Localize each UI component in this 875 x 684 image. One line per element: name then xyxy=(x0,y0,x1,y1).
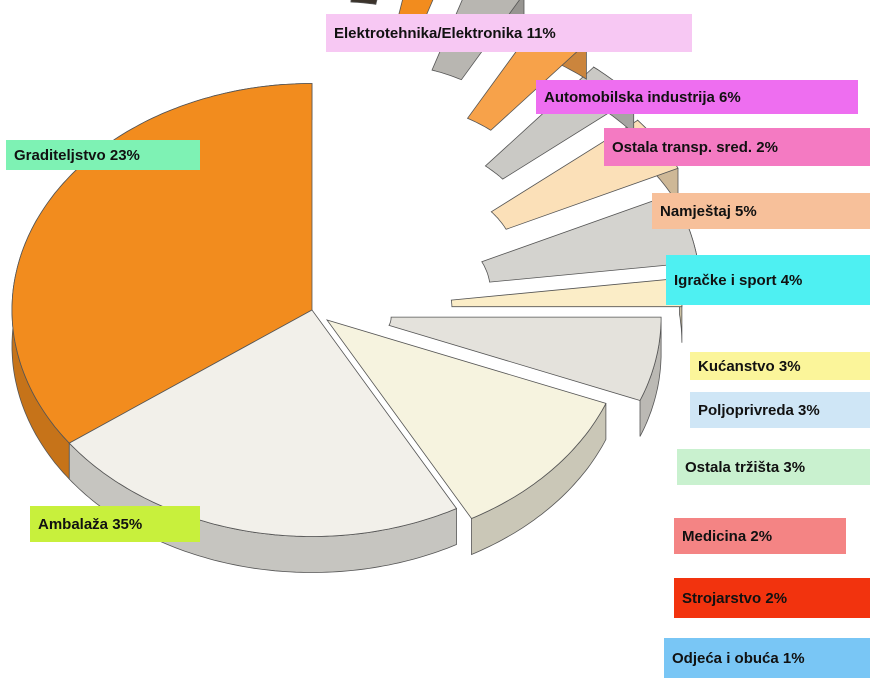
slice-label: Graditeljstvo 23% xyxy=(6,140,200,170)
slice-label-box xyxy=(30,506,200,542)
slice-label-text: Ostala transp. sred. 2% xyxy=(612,139,778,156)
slice-label-text: Odjeća i obuća 1% xyxy=(672,650,805,667)
slice-label: Automobilska industrija 6% xyxy=(536,80,858,114)
slice-label-box xyxy=(690,392,870,428)
slice-label-box xyxy=(326,14,692,52)
slice-label-box xyxy=(652,193,870,229)
slice-label-box xyxy=(604,128,870,166)
slice-label-text: Medicina 2% xyxy=(682,528,772,545)
pie-slice-top xyxy=(350,0,378,5)
slice-label-box xyxy=(536,80,858,114)
slice-label-text: Igračke i sport 4% xyxy=(674,272,802,289)
slice-label: Ambalaža 35% xyxy=(30,506,200,542)
slice-label-text: Kućanstvo 3% xyxy=(698,358,801,375)
pie-slice xyxy=(388,316,662,437)
slice-label: Odjeća i obuća 1% xyxy=(664,638,870,678)
slice-label: Strojarstvo 2% xyxy=(674,578,870,618)
slice-label: Poljoprivreda 3% xyxy=(690,392,870,428)
pie-slice-top xyxy=(450,277,683,308)
pie-slice-top xyxy=(68,309,458,537)
slice-label-text: Strojarstvo 2% xyxy=(682,590,787,607)
slice-label-text: Ostala tržišta 3% xyxy=(685,459,805,476)
slice-label-text: Ambalaža 35% xyxy=(38,516,142,533)
slice-label: Kućanstvo 3% xyxy=(690,352,870,380)
slice-label: Namještaj 5% xyxy=(652,193,870,229)
slice-label-box xyxy=(690,352,870,380)
slice-label-box xyxy=(674,578,870,618)
slice-label-text: Poljoprivreda 3% xyxy=(698,402,820,419)
slice-label: Ostala tržišta 3% xyxy=(677,449,870,485)
slice-label-box xyxy=(664,638,870,678)
pie-slice xyxy=(350,0,378,5)
slice-label-text: Automobilska industrija 6% xyxy=(544,89,741,106)
pie-slice-top xyxy=(481,193,699,283)
slice-label-box xyxy=(666,255,870,305)
pie-labels: Ambalaža 35% Graditeljstvo 23% Elektrotehn… xyxy=(6,14,870,678)
pie-slice-top xyxy=(388,316,662,401)
pie-slice xyxy=(325,319,607,556)
slice-label-box xyxy=(677,449,870,485)
pie-slice-top xyxy=(11,83,313,444)
slice-label: Elektrotehnika/Elektronika 11% xyxy=(326,14,692,52)
slice-label-text: Namještaj 5% xyxy=(660,203,757,220)
pie-slice-top xyxy=(325,319,607,519)
slice-label: Medicina 2% xyxy=(674,518,846,554)
slice-label-box xyxy=(6,140,200,170)
slice-label: Igračke i sport 4% xyxy=(666,255,870,305)
slice-label-text: Elektrotehnika/Elektronika 11% xyxy=(334,25,556,42)
slice-label-text: Graditeljstvo 23% xyxy=(14,147,140,164)
slice-label: Ostala transp. sred. 2% xyxy=(604,128,870,166)
slice-label-box xyxy=(674,518,846,554)
